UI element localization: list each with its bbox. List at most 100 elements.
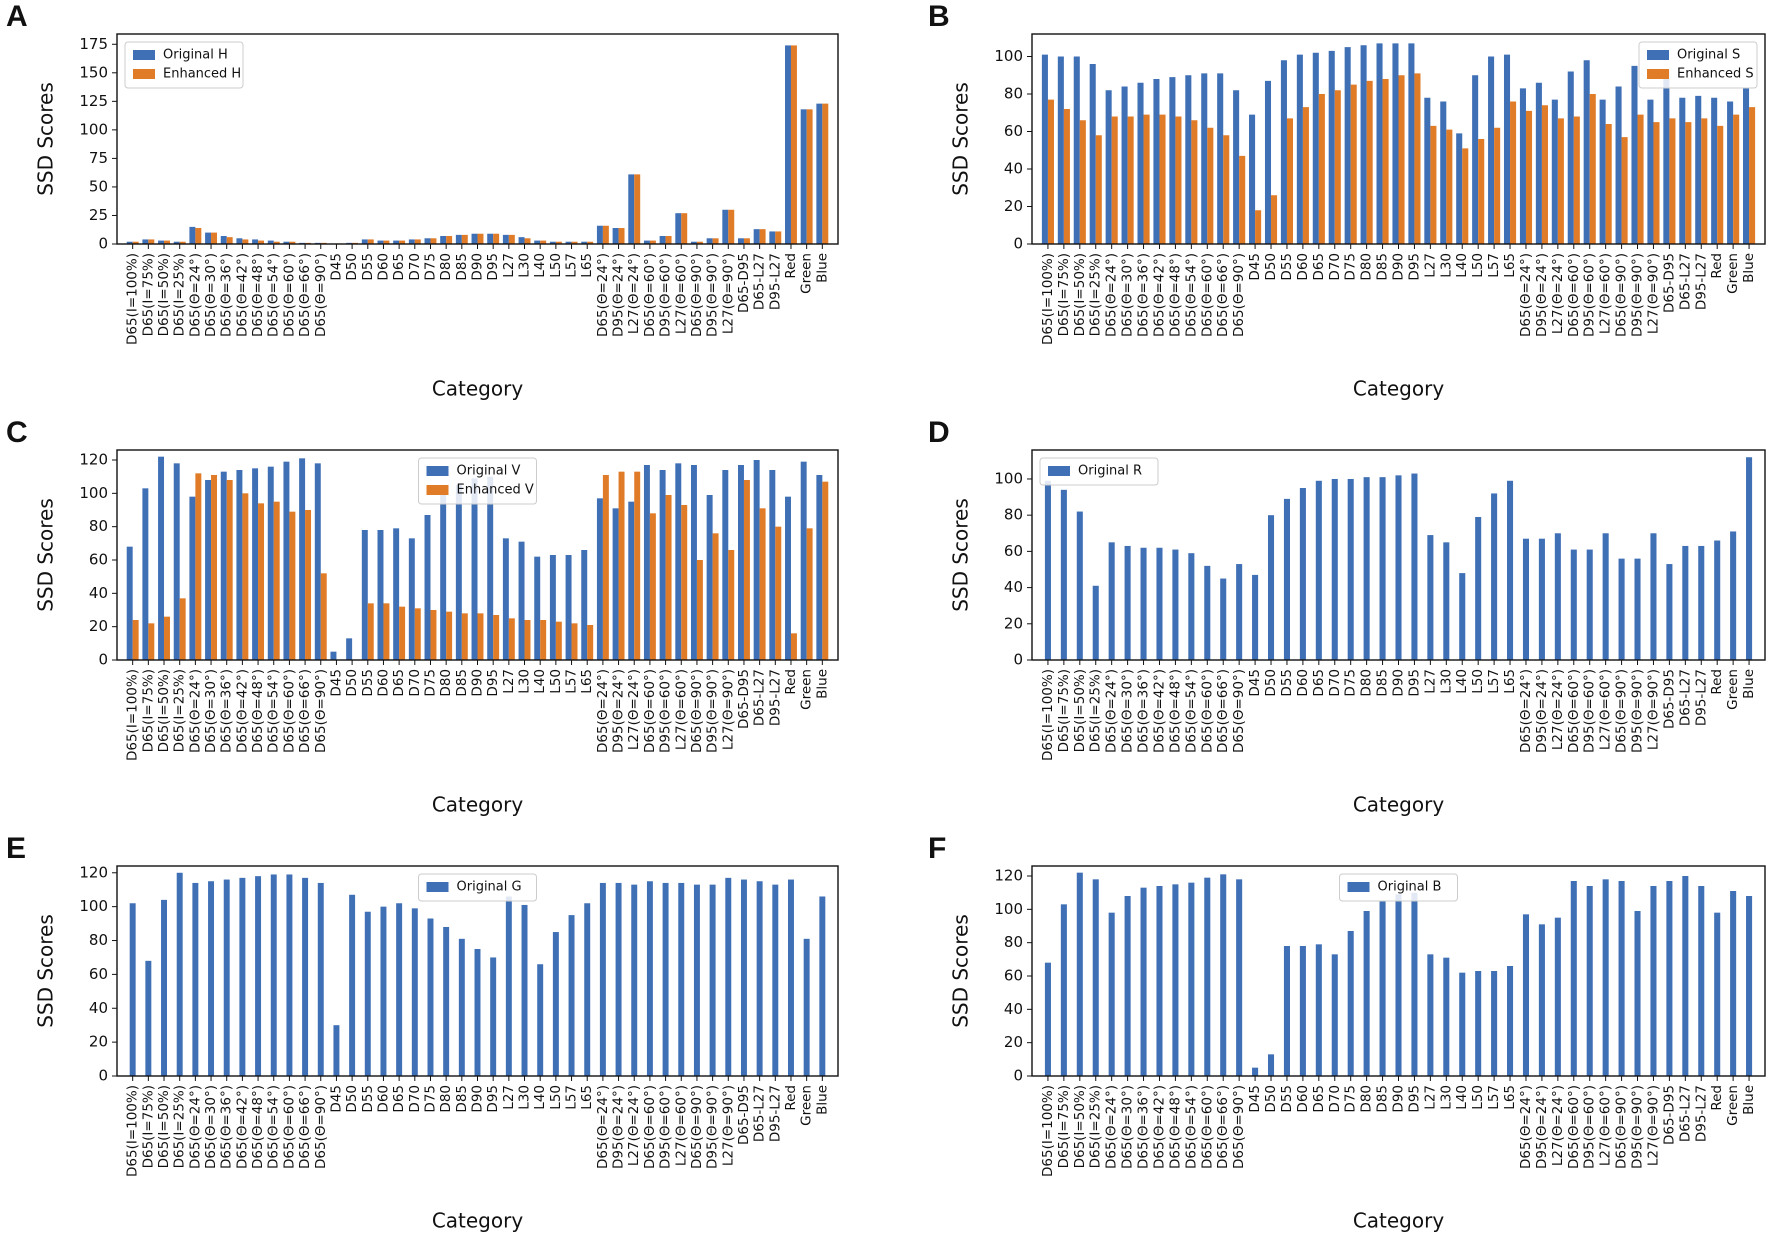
bar xyxy=(806,109,813,245)
bar xyxy=(1669,118,1676,244)
x-tick-label: L30 xyxy=(517,253,533,278)
bar xyxy=(822,481,829,660)
x-axis-label: Category xyxy=(432,377,524,401)
bar xyxy=(822,103,829,244)
x-tick-label: D75 xyxy=(422,253,438,281)
x-tick-label: D95(Θ=60°) xyxy=(658,253,674,337)
bar xyxy=(534,240,541,244)
y-tick-label: 50 xyxy=(89,177,108,195)
bar xyxy=(195,473,202,660)
y-tick-label: 100 xyxy=(79,897,108,915)
x-tick-label: D65-D95 xyxy=(736,253,752,313)
x-tick-label: D65(Θ=24°) xyxy=(1104,1085,1120,1169)
bar xyxy=(1124,896,1131,1076)
bar xyxy=(1296,54,1303,244)
x-tick-label: D65(I=50%) xyxy=(1072,669,1088,752)
bar xyxy=(785,496,791,660)
bar xyxy=(1682,545,1689,660)
x-tick-label: D65-D95 xyxy=(1661,253,1677,313)
x-tick-label: L65 xyxy=(1502,253,1518,278)
x-tick-label: D65-D95 xyxy=(1661,669,1677,729)
legend-swatch xyxy=(1347,882,1370,892)
bar xyxy=(1057,56,1064,244)
x-tick-label: D65(Θ=66°) xyxy=(297,669,313,753)
bar xyxy=(145,960,152,1076)
x-tick-label: L40 xyxy=(532,669,548,694)
bar xyxy=(709,884,716,1076)
x-tick-label: Red xyxy=(1709,1085,1725,1111)
x-tick-label: L27(Θ=60°) xyxy=(1598,669,1614,750)
bar xyxy=(1220,874,1227,1076)
bar xyxy=(1156,547,1163,660)
bar xyxy=(549,555,556,660)
x-tick-label: Green xyxy=(1725,253,1741,294)
x-tick-label: D90 xyxy=(470,669,486,697)
x-tick-label: D65(I=50%) xyxy=(156,669,172,752)
x-tick-label: L65 xyxy=(1502,1085,1518,1110)
bar xyxy=(411,908,418,1076)
bar xyxy=(1570,881,1577,1076)
legend-box xyxy=(1039,457,1159,486)
x-tick-label: D65(I=50%) xyxy=(156,1085,172,1168)
bar xyxy=(1459,573,1466,660)
x-tick-label: D95(Θ=24°) xyxy=(1534,669,1550,753)
y-tick-label: 0 xyxy=(98,1067,108,1085)
x-tick-label: D50 xyxy=(344,669,360,697)
bar xyxy=(1440,101,1447,244)
x-tick-label: Green xyxy=(799,1085,815,1126)
x-tick-label: D95-L27 xyxy=(767,669,783,726)
legend-label: Original S xyxy=(1677,48,1740,63)
x-tick-label: D65(Θ=24°) xyxy=(1104,669,1120,753)
y-tick-label: 80 xyxy=(1004,933,1023,951)
bar xyxy=(1366,80,1373,244)
y-tick-label: 40 xyxy=(89,584,108,602)
panel-letter: B xyxy=(928,0,950,33)
bar xyxy=(330,651,337,660)
x-tick-label: D65(Θ=24°) xyxy=(1104,253,1120,337)
bar xyxy=(1108,912,1115,1076)
x-tick-label: D65(Θ=42°) xyxy=(234,669,250,753)
x-tick-label: D95-L27 xyxy=(767,253,783,310)
bar xyxy=(1283,946,1290,1076)
x-tick-label: D70 xyxy=(407,669,423,697)
legend-label: Original R xyxy=(1078,464,1142,479)
bar xyxy=(1111,116,1118,244)
bar xyxy=(1060,489,1067,660)
x-tick-label: D95(Θ=60°) xyxy=(1582,1085,1598,1169)
x-tick-label: D65(Θ=30°) xyxy=(1120,253,1136,337)
bar xyxy=(1682,876,1689,1076)
x-tick-label: Green xyxy=(799,669,815,710)
x-tick-label: D60 xyxy=(1295,1085,1311,1113)
panel-letter: A xyxy=(6,0,28,33)
bar xyxy=(349,894,356,1076)
x-tick-label: Green xyxy=(1725,1085,1741,1126)
bar xyxy=(628,501,635,660)
x-tick-label: D65-L27 xyxy=(1677,253,1693,310)
bar xyxy=(712,238,719,244)
x-tick-label: D65(Θ=24°) xyxy=(595,253,611,337)
bar xyxy=(1695,95,1702,244)
bar xyxy=(1730,891,1737,1076)
bar xyxy=(1472,75,1479,244)
bar xyxy=(602,475,609,660)
bar xyxy=(1271,195,1278,244)
x-tick-label: D95(Θ=90°) xyxy=(705,1085,721,1169)
bar xyxy=(1127,116,1134,244)
bar xyxy=(1647,99,1654,244)
panel-letter: C xyxy=(6,416,28,449)
bar xyxy=(1252,574,1259,660)
x-tick-label: D65(Θ=24°) xyxy=(187,253,203,337)
bar xyxy=(270,874,277,1076)
x-tick-label: Red xyxy=(783,669,799,695)
x-tick-label: D65(Θ=60°) xyxy=(281,669,297,753)
bar xyxy=(446,611,453,660)
bar xyxy=(252,239,259,244)
x-tick-label: D80 xyxy=(1359,253,1375,281)
bar xyxy=(712,533,719,660)
x-tick-label: L40 xyxy=(532,253,548,278)
bar xyxy=(179,241,186,244)
bar xyxy=(1159,114,1166,244)
x-tick-label: D45 xyxy=(328,1085,344,1113)
x-tick-label: D65(Θ=36°) xyxy=(219,669,235,753)
bar xyxy=(1519,88,1526,244)
